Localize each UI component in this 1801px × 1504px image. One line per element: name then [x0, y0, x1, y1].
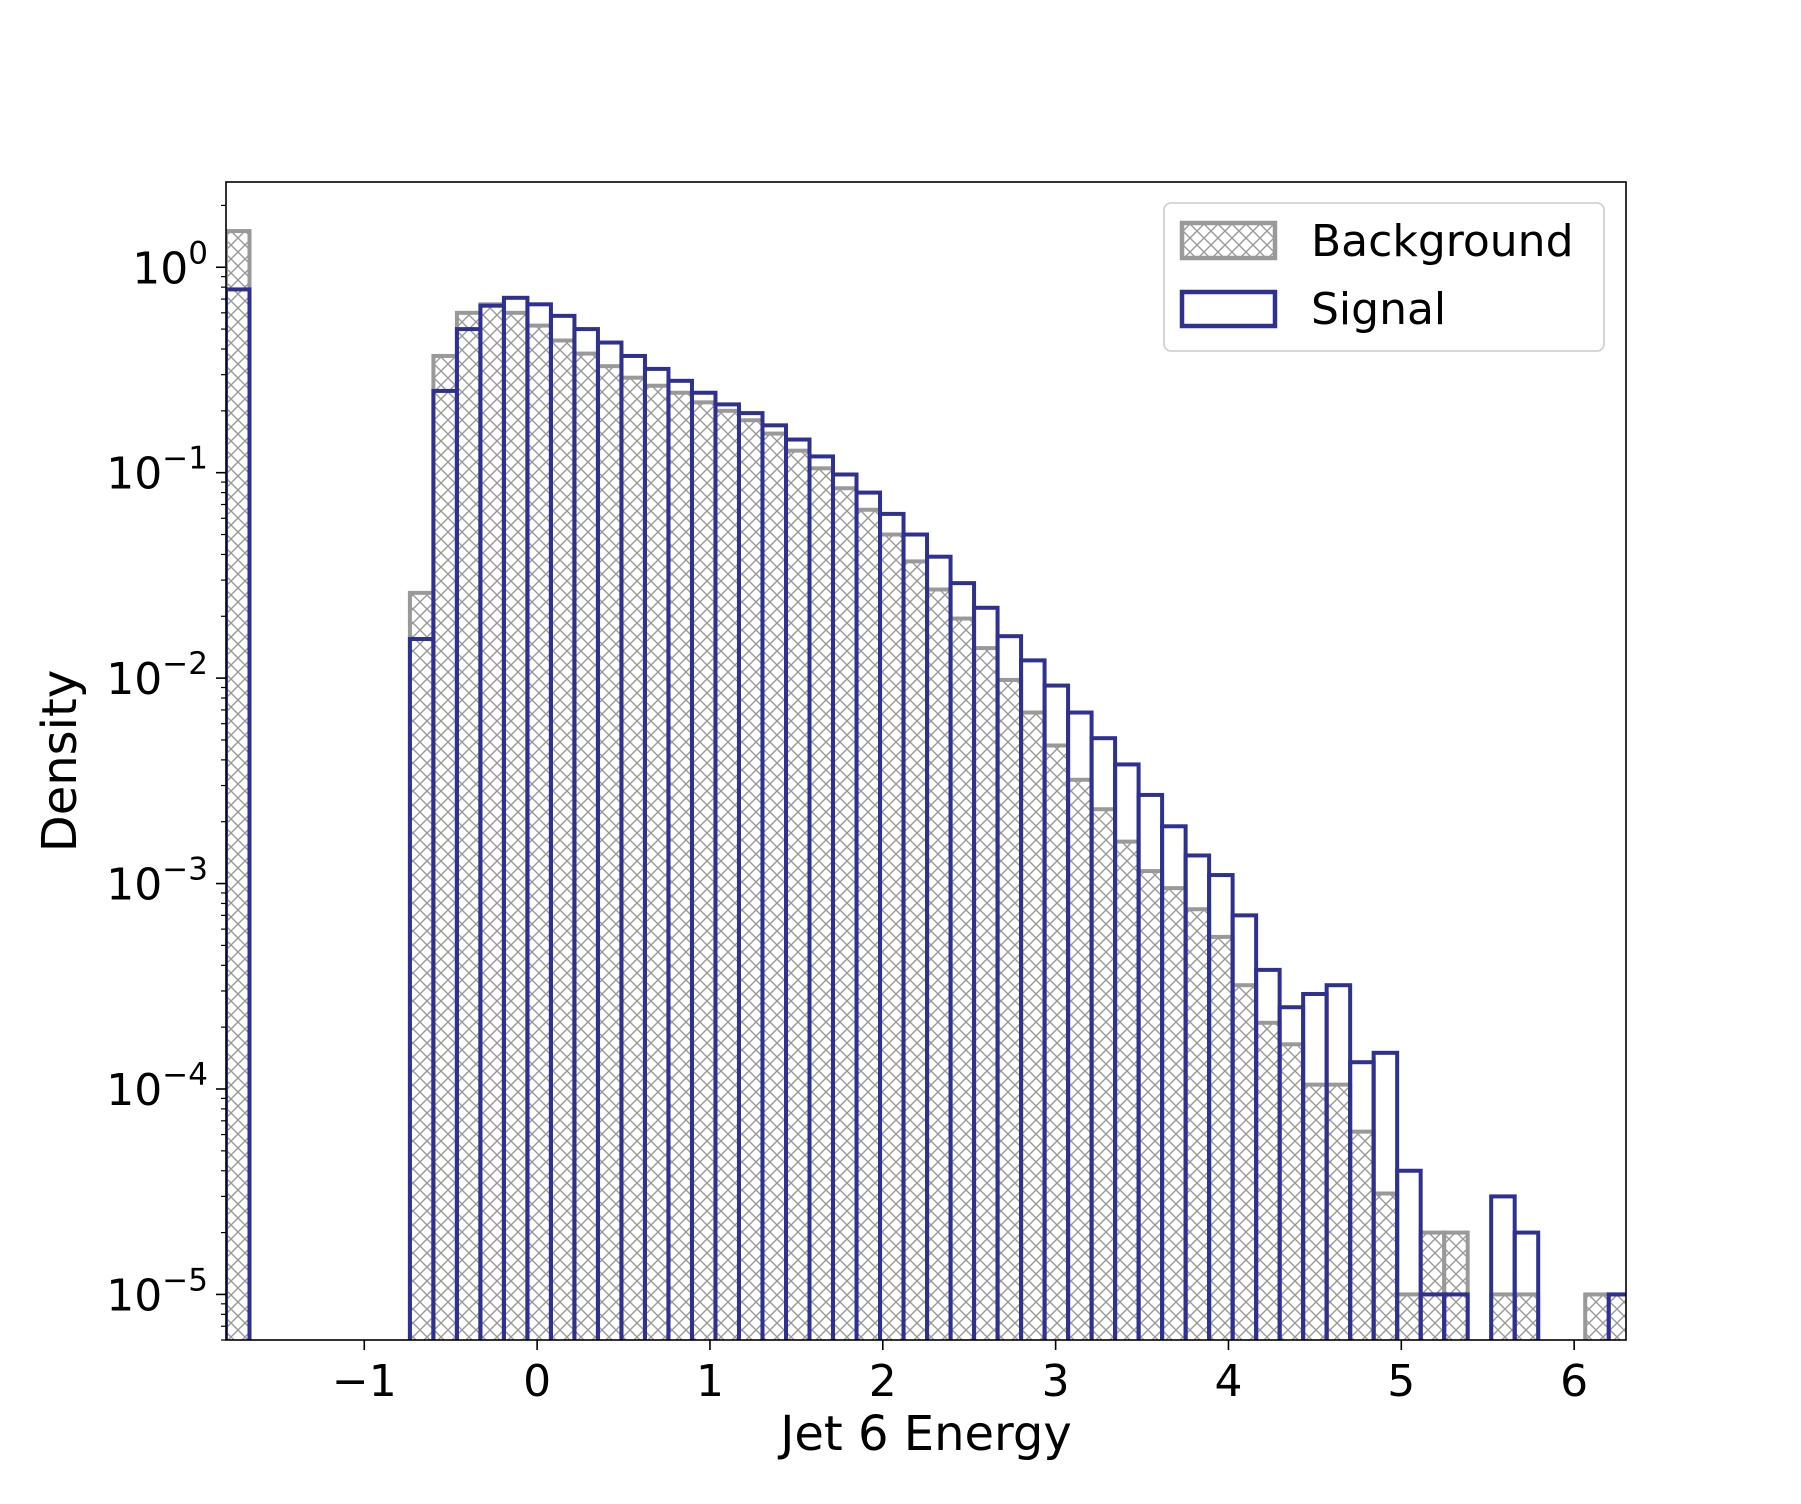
background-bar — [901, 559, 930, 1340]
x-tick-label: 3 — [1042, 1356, 1070, 1407]
background-bar — [525, 323, 553, 1340]
legend-swatch-signal — [1179, 289, 1278, 329]
background-bar — [478, 302, 506, 1340]
legend-swatch-background — [1179, 220, 1278, 261]
background-bar — [1301, 1082, 1329, 1340]
background-bar — [948, 616, 977, 1340]
background-bar — [1418, 1230, 1447, 1340]
y-tick-label: 10−4 — [106, 1057, 208, 1116]
y-tick-label: 10−5 — [106, 1262, 208, 1321]
background-bar — [995, 677, 1024, 1340]
background-bar — [1136, 869, 1165, 1340]
background-bar — [666, 390, 694, 1340]
background-bar — [1183, 907, 1212, 1340]
background-bar — [713, 408, 741, 1340]
background-bar — [854, 507, 883, 1340]
background-bar — [1442, 1230, 1470, 1340]
x-tick-label: 6 — [1560, 1356, 1588, 1407]
y-axis: 100 10−1 10−2 10−3 10−4 10−5 — [106, 204, 226, 1341]
signal-bar — [1442, 1292, 1470, 1340]
background-bar — [1277, 1042, 1306, 1340]
background-bar — [784, 448, 812, 1340]
background-bar — [1019, 710, 1047, 1340]
x-tick-label: 5 — [1387, 1356, 1415, 1407]
background-bar — [1512, 1292, 1541, 1340]
background-bar — [807, 466, 836, 1340]
background-bar — [1113, 839, 1141, 1340]
background-bar — [1160, 886, 1188, 1340]
y-axis-label: Density — [32, 670, 88, 852]
background-bar — [689, 400, 718, 1340]
background-bar — [548, 338, 577, 1340]
background-bar — [831, 486, 859, 1340]
background-bar — [619, 375, 647, 1340]
background-bar — [226, 229, 252, 1340]
background-bar — [1371, 1191, 1400, 1340]
background-bar — [878, 532, 906, 1340]
plot-frame — [225, 181, 1627, 1341]
background-bar — [1207, 934, 1235, 1340]
signal-bar — [1395, 1168, 1423, 1340]
legend-label-background: Background — [1311, 216, 1574, 267]
y-tick-label: 10−2 — [106, 646, 208, 705]
background-bar — [972, 646, 1000, 1340]
background-bar — [1066, 777, 1094, 1340]
background-bar — [1324, 1082, 1353, 1340]
signal-bar — [1606, 1292, 1626, 1340]
bars-layer — [226, 229, 1626, 1340]
background-bar — [572, 351, 600, 1340]
x-axis-label: Jet 6 Energy — [777, 1406, 1072, 1462]
y-tick-label: 10−3 — [106, 852, 208, 911]
background-bar — [407, 590, 436, 1340]
signal-bar — [1512, 1230, 1541, 1340]
x-axis: −1 0 1 2 3 4 5 6 — [332, 1340, 1588, 1407]
background-bar — [501, 310, 530, 1340]
x-tick-label: 4 — [1214, 1356, 1242, 1407]
background-bar — [925, 587, 953, 1340]
legend: Background Signal — [1163, 202, 1605, 352]
background-bar — [1230, 983, 1259, 1340]
y-tick-label: 100 — [132, 235, 208, 294]
x-tick-label: 1 — [696, 1356, 724, 1407]
background-bar — [736, 418, 765, 1340]
background-bar — [642, 383, 671, 1340]
background-bar — [760, 431, 789, 1340]
background-bar — [1348, 1129, 1376, 1340]
background-bar — [1042, 743, 1071, 1340]
background-bar — [454, 310, 483, 1340]
legend-label-signal: Signal — [1311, 284, 1446, 335]
x-tick-label: −1 — [332, 1356, 397, 1407]
background-bar — [1254, 1020, 1282, 1340]
background-bar — [1089, 807, 1118, 1340]
x-tick-label: 0 — [523, 1356, 551, 1407]
background-bar — [431, 353, 459, 1340]
background-bar — [1489, 1292, 1517, 1340]
x-tick-label: 2 — [869, 1356, 897, 1407]
y-tick-label: 10−1 — [106, 441, 208, 500]
background-bar — [1606, 1292, 1626, 1340]
background-bar — [595, 364, 624, 1340]
signal-bar — [226, 287, 252, 1340]
series-signal — [226, 287, 1626, 1340]
background-bar — [1583, 1292, 1611, 1340]
